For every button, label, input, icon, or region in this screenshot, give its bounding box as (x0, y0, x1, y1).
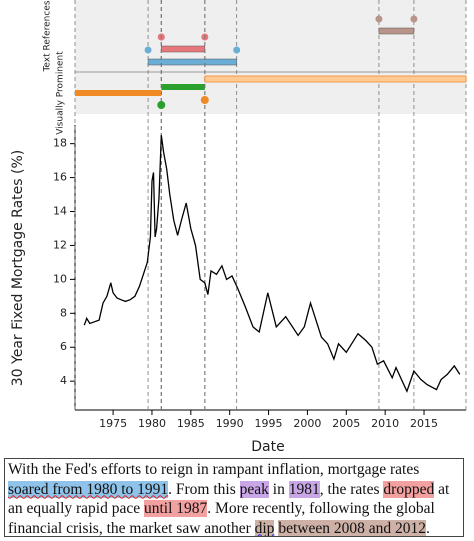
text: . From this (168, 480, 240, 498)
reference-dot (144, 46, 152, 54)
y-tick-label: 14 (53, 205, 67, 218)
prominent-bar (204, 75, 467, 83)
text: at an equally rapid pace (8, 480, 450, 518)
reference-bar (161, 45, 206, 53)
y-tick-label: 10 (53, 272, 67, 285)
text: . (425, 519, 430, 537)
reference-dot (410, 15, 418, 23)
y-tick-label: 16 (53, 171, 67, 184)
highlighted-text: soared from 1980 to 1991 (8, 480, 169, 498)
prominent-bar (161, 84, 205, 90)
x-tick-label: 2005 (332, 417, 360, 430)
x-tick-label: 1985 (177, 417, 205, 430)
prominent-dot (157, 101, 166, 109)
highlighted-text: until 1987 (144, 500, 208, 517)
x-tick-label: 2010 (371, 417, 399, 430)
y-tick-label: 6 (60, 340, 67, 353)
highlighted-text: peak (239, 480, 269, 498)
reference-dot (233, 46, 241, 54)
x-tick-label: 2015 (410, 417, 438, 430)
x-tick-label: 1990 (216, 417, 244, 430)
text: . More recently, following the global fi… (8, 500, 435, 537)
prominent-dot (200, 96, 209, 104)
reference-bar (378, 27, 415, 35)
x-tick-label: 1975 (99, 417, 127, 430)
text: in (268, 480, 289, 498)
paragraph: With the Fed's efforts to reign in rampa… (4, 458, 464, 537)
y-tick-label: 12 (53, 238, 67, 251)
prominent-bar (75, 90, 162, 96)
x-tick-label: 1995 (255, 417, 283, 430)
reference-bar (147, 58, 237, 66)
y-tick-label: 4 (60, 374, 67, 387)
x-tick-label: 1980 (138, 417, 166, 430)
highlighted-text: 1981 (288, 480, 320, 498)
y-tick-label: 18 (53, 137, 67, 150)
x-axis-label: Date (251, 439, 284, 455)
y-axis-label: 30 Year Fixed Mortgage Rates (%) (10, 150, 26, 386)
highlighted-text: dip (254, 519, 275, 537)
highlighted-text: dropped (383, 480, 435, 498)
x-tick-label: 2000 (293, 417, 321, 430)
text: With the Fed's efforts to reign in rampa… (8, 461, 420, 478)
y-tick-label: 8 (60, 306, 67, 319)
timeline-panel (75, 0, 466, 114)
rate-line (83, 135, 461, 394)
row-label: Visually Prominent (56, 51, 66, 135)
text: , the rates (319, 480, 384, 498)
row-label: Text References (43, 0, 53, 72)
reference-dot (375, 15, 383, 23)
highlighted-text: between 2008 and 2012 (278, 519, 426, 537)
chart: Text References Visually Prominent 30 Ye… (10, 0, 467, 455)
